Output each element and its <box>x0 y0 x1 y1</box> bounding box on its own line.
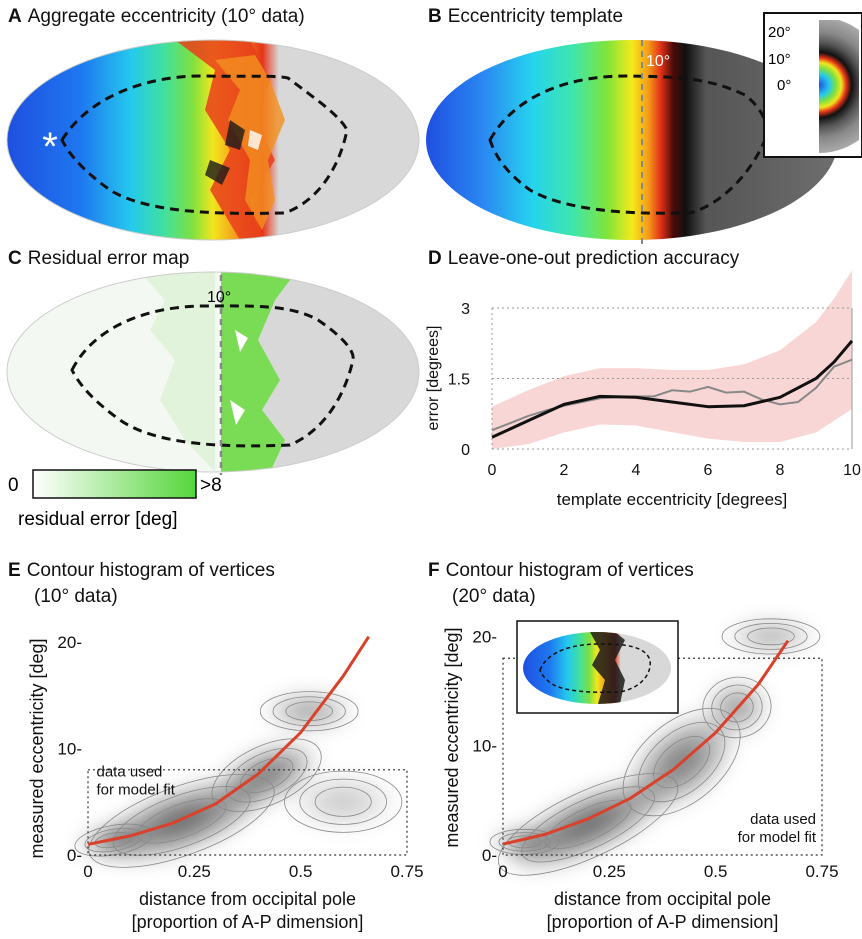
contour-0-2 <box>544 799 632 850</box>
x-axis-label-2: [proportion of A-P dimension] <box>132 912 364 932</box>
contour-4-0 <box>284 770 403 833</box>
roi-outline-a <box>60 74 349 215</box>
panel-a-marker: * <box>42 125 58 169</box>
contour-1-0 <box>211 738 322 812</box>
chart-f: 0 0.25 0.5 0.75 0- 10- 20- distance from occipi… <box>442 618 839 932</box>
contour-3-1 <box>272 696 346 727</box>
colorbar-title: residual error [deg] <box>18 509 177 530</box>
contour-1-1 <box>638 721 726 803</box>
panel-f-inset <box>516 620 679 714</box>
x-tick-label-5: 10 <box>843 462 861 479</box>
inset-label-0: 0° <box>777 77 791 94</box>
inset-label-20: 20° <box>768 24 791 41</box>
panel-c-map: 10° <box>6 271 420 475</box>
x-axis-label-2: [proportion of A-P dimension] <box>547 912 779 932</box>
contour-2-0 <box>702 676 772 739</box>
colorbar-max-label: >8 <box>200 475 222 496</box>
x-tick-label-2: 4 <box>632 462 641 479</box>
y-tick-label-1: 1.5 <box>448 372 470 389</box>
contour-3-2 <box>747 627 795 646</box>
y-axis-label: measured eccentricity [deg] <box>442 627 462 847</box>
fit-box-label-1: data used <box>750 811 816 828</box>
density-blob-3-4 <box>759 632 783 641</box>
contour-0-1 <box>112 786 251 856</box>
x-tick-label-3: 0.75 <box>390 862 423 881</box>
contour-4-0 <box>489 828 559 855</box>
panel-c-colorbar: 0 >8 residual error [deg] <box>8 469 222 530</box>
y-axis-label: measured eccentricity [deg] <box>27 638 47 858</box>
x-tick-label-2: 0.5 <box>289 862 313 881</box>
x-tick-label-0: 0 <box>498 862 507 881</box>
contour-1-1 <box>225 747 308 803</box>
y-axis-label: error [degrees] <box>425 326 442 431</box>
contour-3-0 <box>721 618 821 655</box>
fit-box-label-2: for model fit <box>738 829 817 846</box>
colorbar-min-label: 0 <box>8 475 19 496</box>
fit-region-box <box>502 657 823 856</box>
contour-2-1 <box>711 684 763 731</box>
fit-line <box>491 339 854 439</box>
model-fit-curve <box>87 635 370 846</box>
y-tick-label-0: 0- <box>482 846 497 865</box>
panel-d-title: D Leave-one-out prediction accuracy <box>428 248 740 269</box>
x-tick-label-1: 2 <box>560 462 569 479</box>
chart-e: 0 0.25 0.5 0.75 0- 10- 20- distance from occipi… <box>27 633 424 932</box>
panel-b-title: B Eccentricity template <box>428 6 624 27</box>
density-blob-4-4 <box>328 794 358 810</box>
x-tick-label-0: 0 <box>83 862 92 881</box>
panel-b-line-label: 10° <box>646 53 670 70</box>
y-tick-label-0: 0- <box>67 846 82 865</box>
x-axis-label: template eccentricity [degrees] <box>557 490 788 509</box>
x-tick-label-1: 0.25 <box>593 862 626 881</box>
contour-4-1 <box>299 778 387 825</box>
contour-3-1 <box>734 622 808 650</box>
contour-4-2 <box>314 786 372 817</box>
contour-4-1 <box>498 832 550 852</box>
y-tick-label-2: 3 <box>461 301 470 318</box>
density-blob-0-4 <box>566 812 610 837</box>
contour-2-2 <box>720 692 754 723</box>
panel-c-title: C Residual error map <box>8 248 190 269</box>
panel-f-title: F Contour histogram of vertices (20° data… <box>428 560 694 607</box>
x-tick-label-4: 8 <box>776 462 785 479</box>
chart-d: 0 2 4 6 8 10 0 1.5 3 template eccentricity [degre… <box>425 270 861 509</box>
contour-0-0 <box>497 773 679 876</box>
contour-1-0 <box>622 707 741 817</box>
x-tick-label-1: 0.25 <box>178 862 211 881</box>
x-axis-label: distance from occipital pole <box>139 889 356 909</box>
panel-a-map: * <box>6 39 420 241</box>
y-tick-label-2: 20- <box>57 633 82 652</box>
x-tick-label-3: 6 <box>704 462 713 479</box>
panel-a-title: A Aggregate eccentricity (10° data) <box>8 6 305 27</box>
y-tick-label-1: 10- <box>472 737 497 756</box>
y-tick-label-2: 20- <box>472 627 497 646</box>
x-axis-label: distance from occipital pole <box>554 889 771 909</box>
contour-0-2 <box>136 798 227 844</box>
x-tick-label-2: 0.5 <box>704 862 728 881</box>
roi-outline-c <box>70 304 355 448</box>
panel-b-inset: 20° 10° 0° <box>763 12 862 158</box>
fit-box-label-1: data used <box>97 763 163 780</box>
panel-e-title: E Contour histogram of vertices (10° data… <box>8 560 275 607</box>
panel-c-line-label: 10° <box>207 289 231 306</box>
confidence-band <box>492 270 852 449</box>
x-tick-label-3: 0.75 <box>805 862 838 881</box>
y-tick-label-0: 0 <box>461 442 470 459</box>
fit-box-label-2: for model fit <box>97 781 176 798</box>
inset-label-10: 10° <box>768 51 791 68</box>
model-fit-curve <box>502 639 790 846</box>
contour-3-0 <box>259 691 359 732</box>
fit-region-box <box>87 769 408 856</box>
x-tick-label-0: 0 <box>488 462 497 479</box>
y-tick-label-1: 10- <box>57 740 82 759</box>
contour-2-1 <box>84 827 143 853</box>
